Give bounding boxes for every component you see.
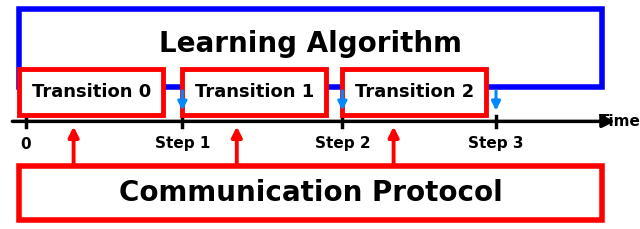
Text: 0: 0 xyxy=(20,137,31,153)
Text: Transition 2: Transition 2 xyxy=(355,83,474,101)
Text: Step 2: Step 2 xyxy=(315,136,370,151)
Text: Transition 0: Transition 0 xyxy=(31,83,151,101)
Text: Time: Time xyxy=(598,114,640,129)
FancyBboxPatch shape xyxy=(342,69,486,114)
FancyBboxPatch shape xyxy=(19,69,163,114)
Text: Step 3: Step 3 xyxy=(468,136,524,151)
Text: Learning Algorithm: Learning Algorithm xyxy=(159,30,462,58)
FancyBboxPatch shape xyxy=(182,69,326,114)
Text: Step 1: Step 1 xyxy=(155,136,210,151)
FancyBboxPatch shape xyxy=(19,9,602,87)
Text: Communication Protocol: Communication Protocol xyxy=(118,179,502,207)
FancyBboxPatch shape xyxy=(19,166,602,220)
Text: Transition 1: Transition 1 xyxy=(195,83,314,101)
